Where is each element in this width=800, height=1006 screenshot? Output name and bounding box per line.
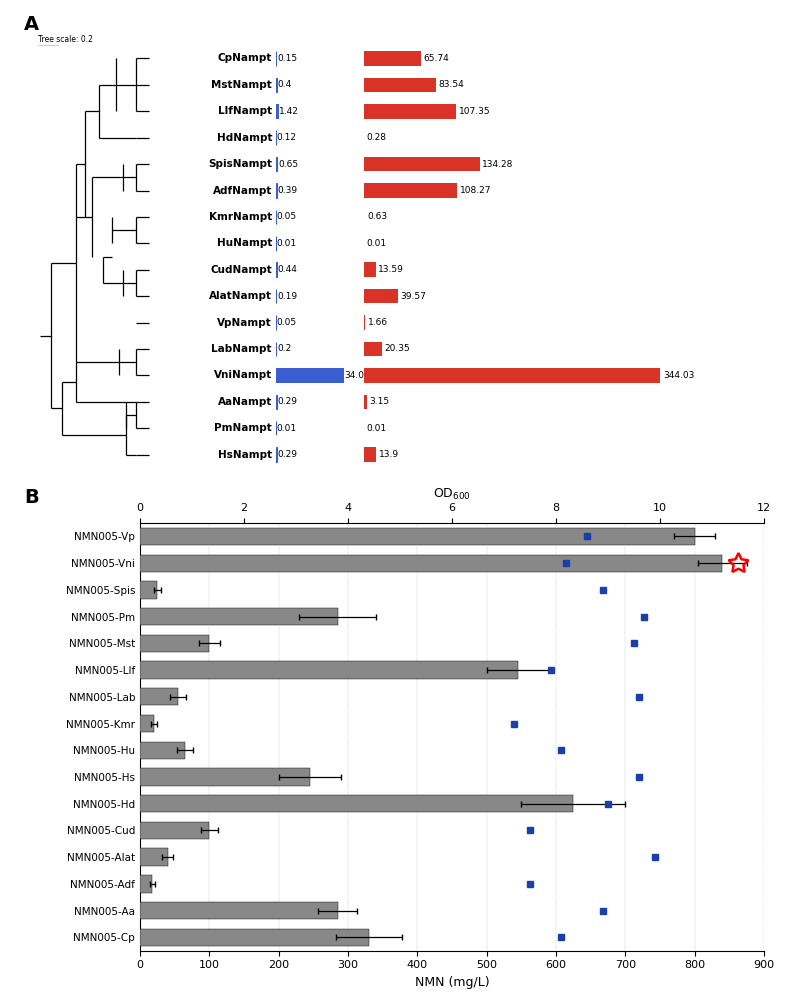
Text: VpNampt: VpNampt [218, 318, 272, 328]
Bar [364, 448, 376, 462]
Bar [140, 715, 154, 732]
Text: 0.01: 0.01 [277, 238, 297, 247]
Bar [140, 769, 310, 786]
Text: 0.01: 0.01 [277, 424, 297, 433]
Text: 0.4: 0.4 [278, 80, 292, 90]
Bar [140, 608, 338, 626]
Text: SpisNampt: SpisNampt [208, 159, 272, 169]
Bar [276, 104, 279, 119]
Text: 344.03: 344.03 [663, 371, 694, 380]
Bar [140, 795, 574, 813]
Bar [140, 902, 338, 919]
Bar [140, 875, 153, 892]
Text: AlatNampt: AlatNampt [209, 291, 272, 301]
Text: 13.9: 13.9 [378, 450, 398, 459]
Text: LlfNampt: LlfNampt [218, 107, 272, 117]
Bar [364, 263, 376, 277]
Bar [140, 688, 178, 705]
Text: 0.2: 0.2 [277, 344, 291, 353]
Bar [140, 848, 168, 866]
Text: CudNampt: CudNampt [210, 265, 272, 275]
Text: 107.35: 107.35 [459, 107, 490, 116]
Bar [364, 157, 480, 171]
Bar [140, 741, 185, 759]
Bar [276, 77, 277, 93]
Text: Tree scale: 0.2: Tree scale: 0.2 [38, 34, 93, 43]
Text: 0.15: 0.15 [277, 54, 297, 63]
Text: 3.15: 3.15 [370, 397, 390, 406]
Bar [364, 104, 457, 119]
Text: 0.05: 0.05 [277, 318, 297, 327]
Text: VniNampt: VniNampt [214, 370, 272, 380]
Text: 83.54: 83.54 [438, 80, 464, 90]
Text: 0.39: 0.39 [278, 186, 298, 195]
Text: 108.27: 108.27 [460, 186, 491, 195]
Text: 0.19: 0.19 [277, 292, 297, 301]
Text: 39.57: 39.57 [401, 292, 426, 301]
Bar [364, 342, 382, 356]
Text: 0.29: 0.29 [277, 397, 297, 406]
Bar [364, 289, 398, 304]
Bar [276, 368, 344, 382]
Bar [140, 929, 369, 946]
Text: 0.01: 0.01 [366, 238, 386, 247]
Text: 13.59: 13.59 [378, 266, 404, 275]
Text: 134.28: 134.28 [482, 160, 514, 169]
Text: A: A [24, 15, 39, 34]
Text: AdfNampt: AdfNampt [213, 185, 272, 195]
Bar [364, 77, 436, 93]
Text: B: B [24, 488, 38, 507]
Text: 0.65: 0.65 [278, 160, 298, 169]
Bar [140, 661, 518, 679]
Bar [140, 554, 722, 571]
Text: HsNampt: HsNampt [218, 450, 272, 460]
Text: CpNampt: CpNampt [218, 53, 272, 63]
Text: 34.07: 34.07 [345, 371, 370, 380]
Text: 0.05: 0.05 [277, 212, 297, 221]
Text: 1.66: 1.66 [368, 318, 388, 327]
Text: 65.74: 65.74 [423, 54, 449, 63]
Text: 0.29: 0.29 [277, 450, 297, 459]
Bar [364, 51, 421, 65]
Text: 20.35: 20.35 [384, 344, 410, 353]
Bar [364, 315, 366, 330]
Text: 0.12: 0.12 [277, 133, 297, 142]
Bar [364, 394, 366, 409]
Text: 0.44: 0.44 [278, 266, 298, 275]
Text: MstNampt: MstNampt [211, 79, 272, 90]
Bar [140, 528, 694, 545]
Text: HdNampt: HdNampt [217, 133, 272, 143]
Text: PmNampt: PmNampt [214, 424, 272, 434]
Bar [140, 822, 210, 839]
Text: 1.42: 1.42 [279, 107, 299, 116]
Bar [140, 581, 158, 599]
Bar [364, 183, 458, 198]
Bar [140, 635, 210, 652]
Text: 0.01: 0.01 [366, 424, 386, 433]
Bar [364, 368, 660, 382]
Text: LabNampt: LabNampt [211, 344, 272, 354]
X-axis label: NMN (mg/L): NMN (mg/L) [414, 976, 490, 989]
X-axis label: OD$_{600}$: OD$_{600}$ [433, 487, 471, 502]
Text: AaNampt: AaNampt [218, 396, 272, 406]
Text: 0.63: 0.63 [367, 212, 387, 221]
Text: 0.28: 0.28 [367, 133, 387, 142]
Text: KmrNampt: KmrNampt [209, 212, 272, 222]
Text: HuNampt: HuNampt [217, 238, 272, 248]
Bar [276, 263, 277, 277]
Bar [276, 157, 278, 171]
